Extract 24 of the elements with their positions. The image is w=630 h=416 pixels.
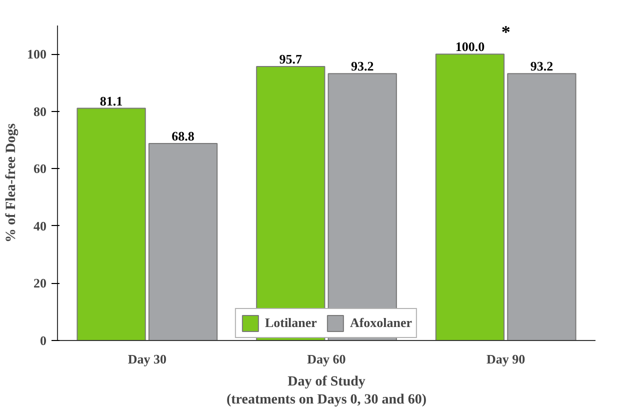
bar [507,73,576,340]
x-axis-title: Day of Study (treatments on Days 0, 30 and 60) [226,374,427,408]
y-tick-label: 20 [34,276,46,291]
data-label: 93.2 [530,58,554,74]
legend-label: Afoxolaner [350,315,412,331]
bar [435,54,505,340]
y-axis-title: % of Flea-free Dogs [4,122,19,243]
y-tick-label: 0 [40,333,46,348]
data-label: 93.2 [350,58,374,74]
y-tick-label: 60 [34,161,46,176]
x-tick-label: Day 30 [128,352,166,366]
y-tick-label: 80 [34,104,46,119]
data-label: 81.1 [100,93,123,108]
bar [148,142,218,340]
data-label: 100.0 [455,39,485,54]
annotation: * [501,22,510,42]
data-label: 95.7 [279,51,303,66]
y-tick-label: 100 [27,46,46,62]
bar [76,108,146,340]
data-label: 68.8 [172,128,195,144]
legend-label: Lotilaner [264,315,317,331]
x-tick-label: Day 60 [307,352,346,366]
x-tick-label: Day 90 [486,352,526,366]
y-tick-label: 40 [34,218,46,234]
